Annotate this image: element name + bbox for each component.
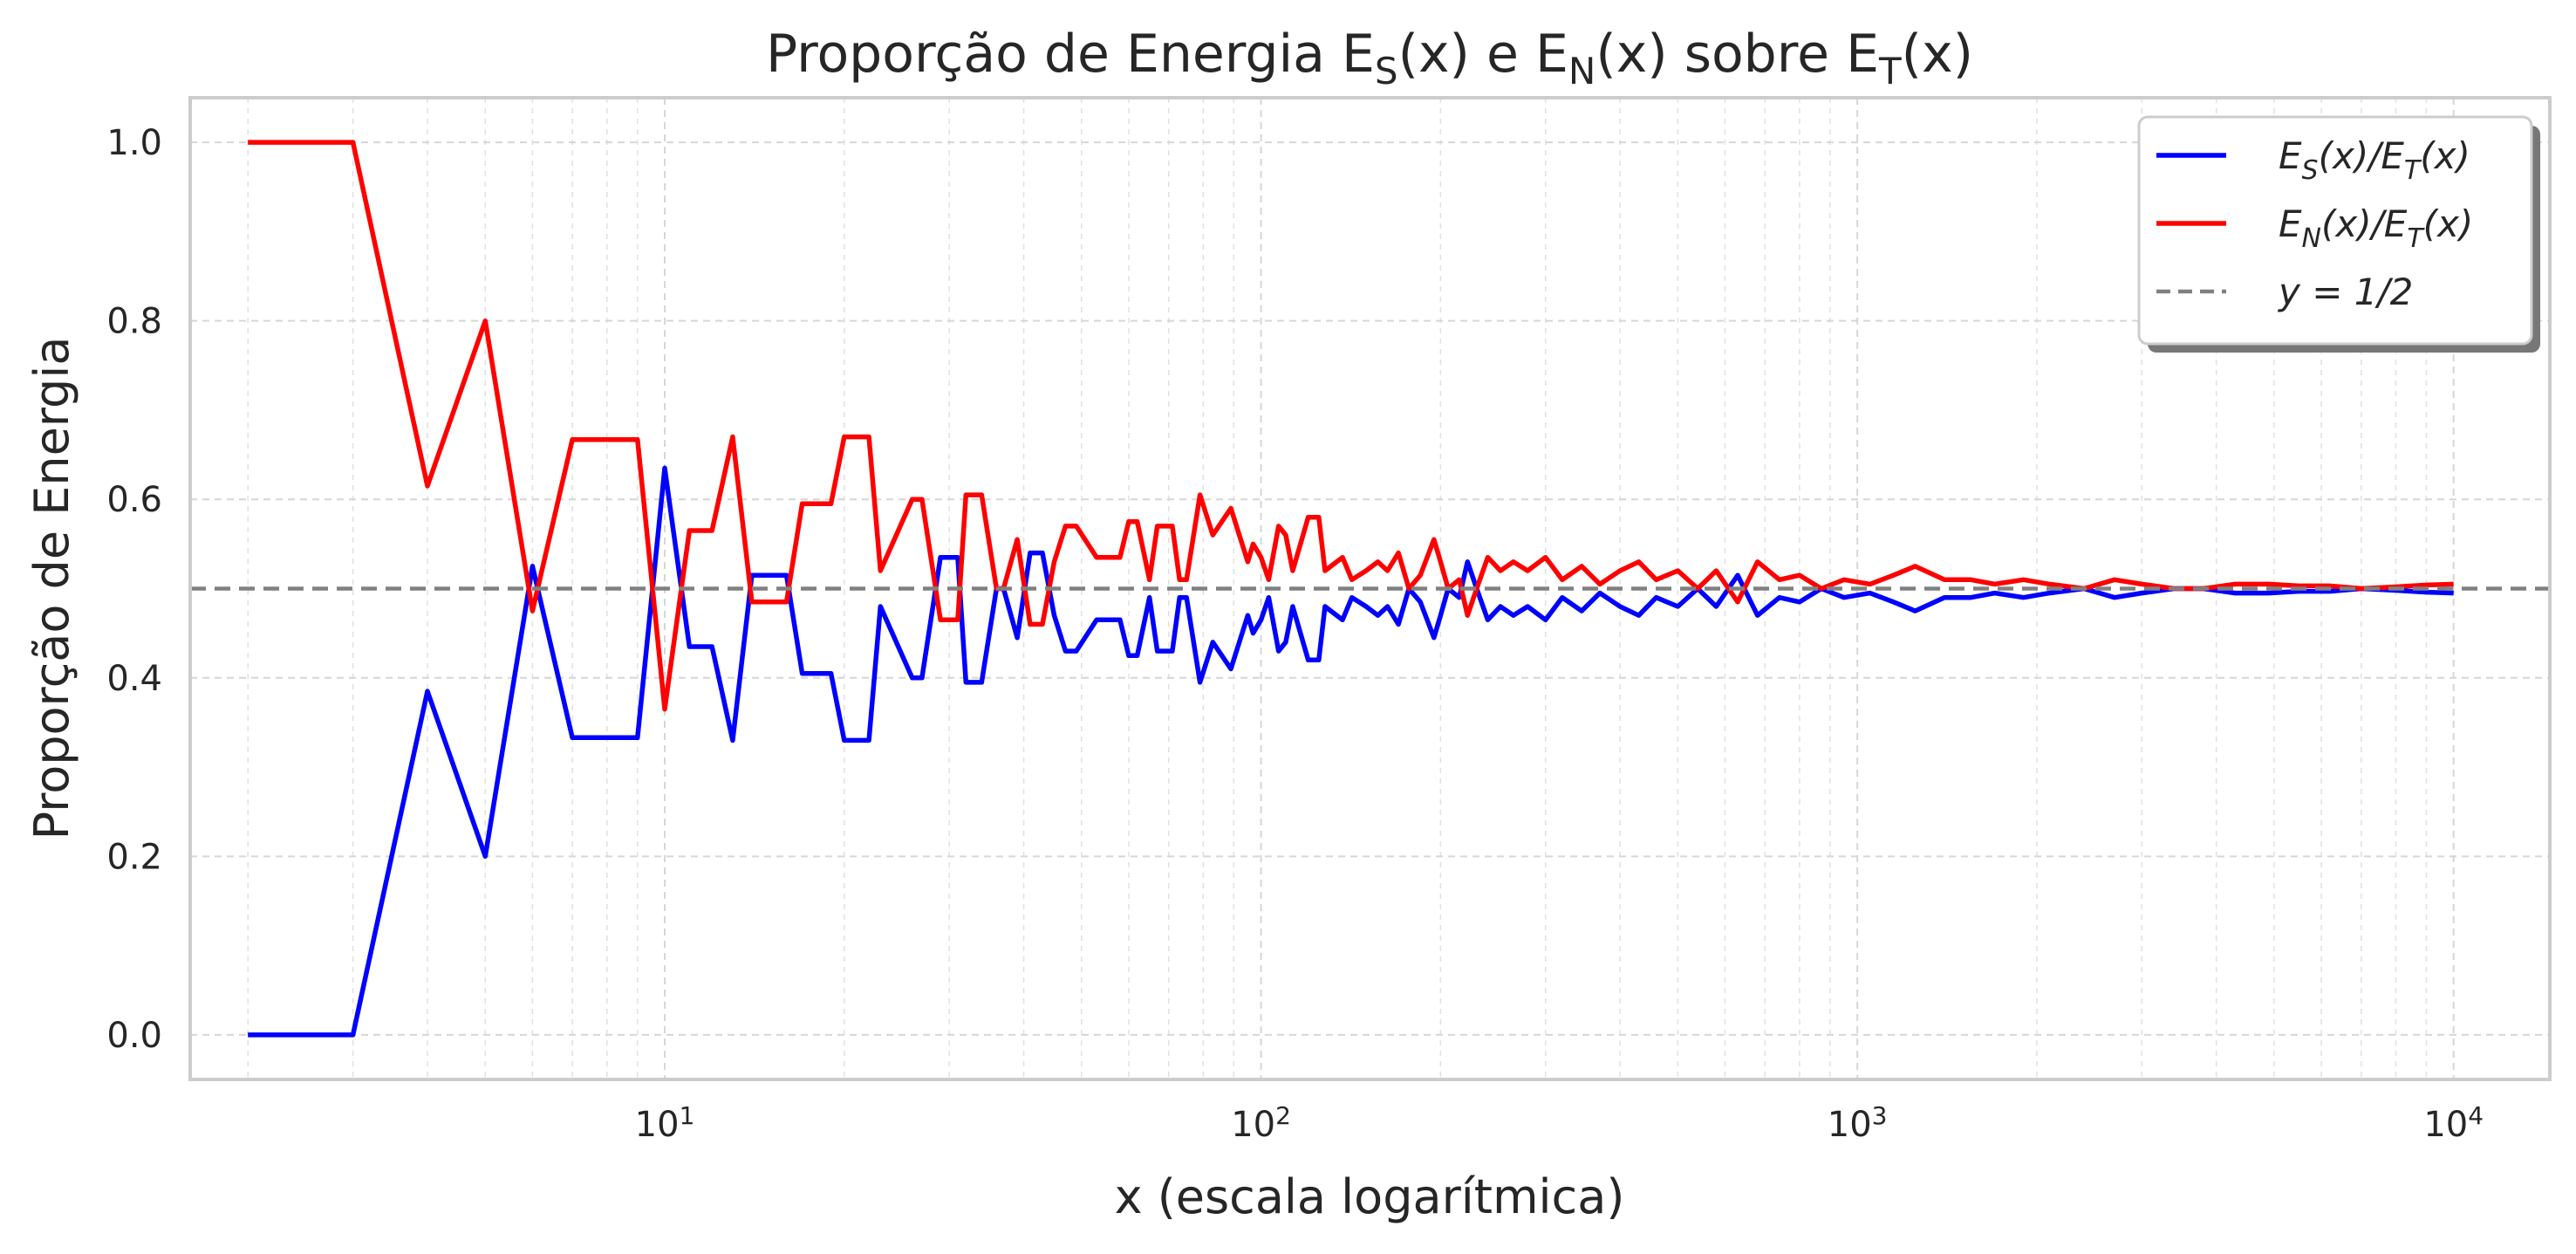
x-tick-label: 103​ [1828,1101,1888,1145]
tick-layer: 0.0 0.2 0.4 0.6 0.8 1.0 101​ 102​ 103​ 104​ [106,123,2484,1145]
y-tick-label: 0.6 [106,480,162,520]
axes-frame [188,96,2552,1081]
x-tick-label: 104​ [2423,1101,2484,1145]
y-tick-label: 0.0 [106,1016,162,1056]
y-tick-label: 0.8 [106,302,162,342]
y-tick-label: 0.2 [106,837,162,877]
legend-entries: ES(x)/ET(x) EN(x)/ET(x) y = 1/2 [2156,134,2473,313]
x-axis-label: x (escala logarítmica) [1115,1169,1625,1224]
grid-layer [190,98,2550,1079]
legend-box [2137,115,2533,346]
legend-label: EN(x)/ET(x) [2279,202,2473,254]
y-axis-label: Proporção de Energia [24,337,79,840]
chart-title: Proporção de Energia ES(x) e EN(x) sobre… [766,24,1973,93]
y-tick-label: 1.0 [106,123,162,163]
legend: ES(x)/ET(x) EN(x)/ET(x) y = 1/2 [2137,115,2540,353]
x-tick-label: 101​ [635,1101,695,1145]
series-layer [190,140,2550,1038]
series-line-1 [248,465,2454,1038]
y-tick-label: 0.4 [106,659,162,699]
legend-label: ES(x)/ET(x) [2279,134,2470,186]
series-line-2 [248,140,2454,712]
legend-label: y = 1/2 [2277,271,2413,313]
x-tick-label: 102​ [1231,1101,1291,1145]
